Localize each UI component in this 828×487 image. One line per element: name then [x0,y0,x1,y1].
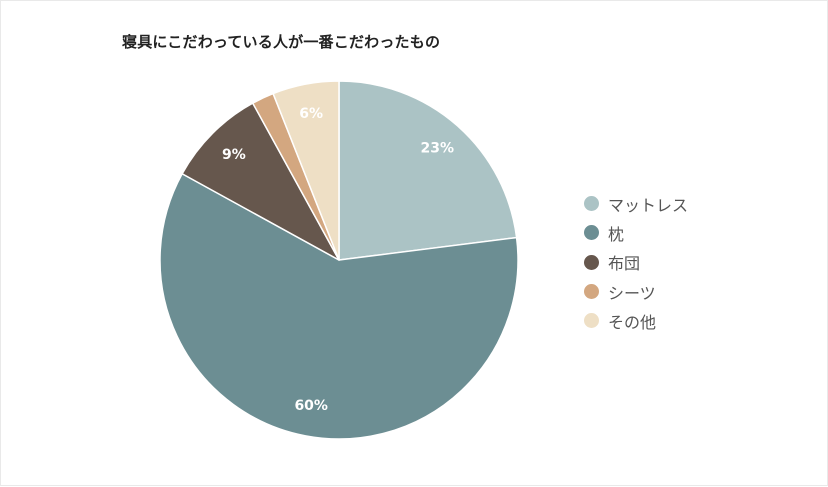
chart-title: 寝具にこだわっている人が一番こだわったもの [122,33,441,51]
legend-swatch [584,196,599,212]
legend-item-その他: その他 [584,306,688,335]
chart-legend: マットレス枕布団シーツその他 [584,189,688,335]
data-label-その他: 6% [299,106,323,122]
pie-slices [159,80,519,440]
pie-slice-布団 [181,102,340,261]
legend-item-布団: 布団 [584,248,688,277]
data-label-枕: 60% [294,398,328,414]
legend-swatch [584,284,599,300]
data-label-布団: 9% [222,147,246,163]
legend-label: マットレス [608,195,689,215]
pie-slice-その他 [272,80,340,261]
legend-label: その他 [608,312,657,332]
pie-slice-枕 [159,173,519,440]
legend-swatch [584,313,599,329]
legend-item-枕: 枕 [584,218,688,247]
pie-slice-マットレス [338,80,518,261]
legend-item-マットレス: マットレス [584,189,688,218]
legend-label: シーツ [608,283,656,303]
legend-label: 布団 [608,254,641,274]
legend-label: 枕 [608,224,625,244]
pie-data-labels: 23% 60% 9% 6% [222,106,454,414]
data-label-マットレス: 23% [421,141,455,157]
legend-item-シーツ: シーツ [584,277,688,306]
legend-swatch [584,225,599,241]
legend-swatch [584,254,599,270]
